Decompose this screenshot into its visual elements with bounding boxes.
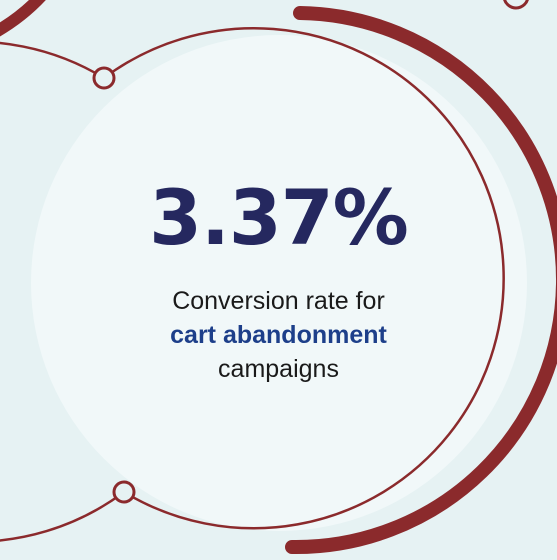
caption-highlight: cart abandonment — [170, 321, 387, 349]
stat-value: 3.37% — [149, 173, 409, 262]
center-disc — [31, 35, 527, 531]
caption-line-3: campaigns — [218, 355, 339, 383]
ring-node-top — [92, 66, 116, 90]
ring-node-bottom — [112, 480, 136, 504]
corner-node-top-right — [503, 0, 529, 10]
caption-line-1: Conversion rate for — [172, 287, 385, 315]
stat-caption: Conversion rate for cart abandonment cam… — [0, 284, 557, 386]
corner-arc-top-left — [0, 0, 46, 37]
thin-ring-main — [103, 27, 505, 530]
thick-outer-arc — [285, 6, 557, 555]
